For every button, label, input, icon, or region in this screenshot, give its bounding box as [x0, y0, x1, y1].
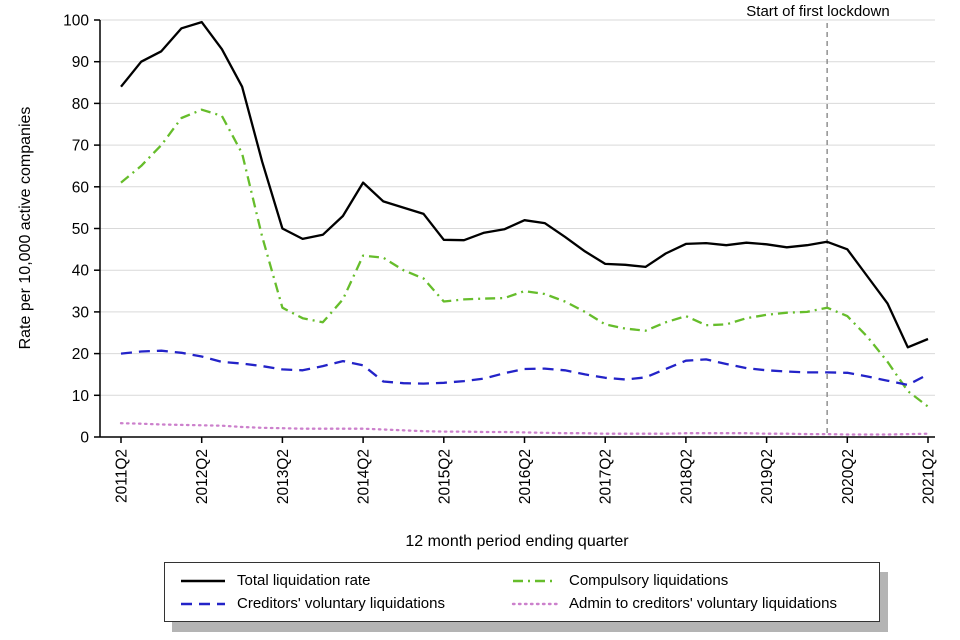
x-tick-label: 2018Q2 — [678, 449, 695, 504]
y-tick-label: 70 — [72, 138, 90, 155]
series-line — [120, 20, 929, 349]
gridlines-layer — [100, 19, 935, 438]
legend-item: Compulsory liquidations — [511, 572, 865, 589]
legend-grid: Total liquidation rate Compulsory liquida… — [179, 572, 865, 612]
y-tick-label: 50 — [72, 221, 90, 238]
legend-item: Creditors' voluntary liquidations — [179, 595, 499, 612]
legend-line-sample — [181, 579, 225, 582]
y-tick-label: 60 — [72, 179, 90, 196]
y-tick-label: 90 — [72, 54, 90, 71]
legend-label: Compulsory liquidations — [569, 572, 729, 589]
series-line — [120, 108, 929, 408]
x-axis-title: 12 month period ending quarter — [405, 533, 629, 550]
legend-label: Creditors' voluntary liquidations — [237, 595, 445, 612]
y-tick-label: 100 — [63, 13, 89, 30]
axes-layer: 0 10 20 30 40 50 60 70 80 90 100 2011Q2 2012Q2 2013Q2… — [63, 13, 937, 505]
y-tick-label: 30 — [72, 304, 90, 321]
legend-line-sample — [181, 602, 225, 605]
x-tick-label: 2015Q2 — [436, 449, 453, 504]
series-line — [120, 349, 929, 387]
series-layer — [119, 20, 930, 436]
legend-label: Total liquidation rate — [237, 572, 371, 589]
legend-item: Admin to creditors' voluntary liquidatio… — [511, 595, 865, 612]
y-tick-label: 40 — [72, 263, 90, 280]
series-line — [119, 422, 930, 436]
x-tick-label: 2012Q2 — [194, 449, 211, 504]
y-tick-label: 20 — [72, 346, 90, 363]
x-tick-label: 2011Q2 — [114, 449, 131, 503]
liquidation-rates-chart: 0 10 20 30 40 50 60 70 80 90 100 2011Q2 2012Q2 2013Q2… — [17, 3, 938, 550]
x-tick-label: 2016Q2 — [517, 449, 534, 504]
legend-label: Admin to creditors' voluntary liquidatio… — [569, 595, 837, 612]
legend-line-sample — [513, 579, 557, 582]
legend-line-sample — [511, 602, 559, 605]
legend-item: Total liquidation rate — [179, 572, 499, 589]
y-tick-label: 80 — [72, 96, 90, 113]
y-tick-label: 10 — [72, 388, 90, 405]
x-tick-label: 2019Q2 — [759, 449, 776, 504]
y-axis-title: Rate per 10,000 active companies — [17, 107, 34, 350]
x-tick-label: 2020Q2 — [840, 449, 857, 504]
lockdown-annotation-label: Start of first lockdown — [746, 3, 889, 20]
x-tick-label: 2021Q2 — [921, 449, 938, 504]
legend: Total liquidation rate Compulsory liquida… — [164, 562, 880, 622]
x-tick-label: 2014Q2 — [356, 449, 373, 504]
x-tick-label: 2017Q2 — [598, 449, 615, 504]
y-tick-label: 0 — [80, 430, 89, 447]
x-tick-label: 2013Q2 — [275, 449, 292, 504]
